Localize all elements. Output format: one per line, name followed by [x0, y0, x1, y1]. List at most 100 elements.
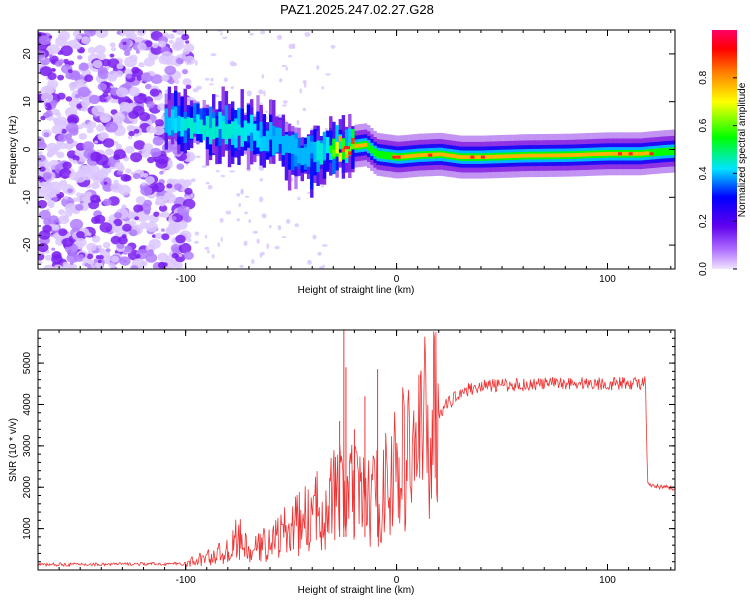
heatmap-peak: [480, 155, 485, 159]
heatmap-x-tick-label: 100: [599, 274, 616, 285]
heatmap-speckle: [69, 86, 75, 91]
heatmap-speckle: [49, 99, 58, 107]
heatmap-x-tick-label: -100: [176, 274, 196, 285]
heatmap-ridge-cell: [303, 147, 308, 165]
heatmap-speckle: [184, 55, 196, 65]
heatmap-speckle: [121, 204, 127, 209]
heatmap-speckle: [38, 151, 43, 155]
heatmap-speckle: [92, 60, 103, 69]
heatmap-peak: [392, 155, 397, 159]
heatmap-speckle: [62, 161, 72, 170]
heatmap-speckle: [174, 79, 180, 84]
heatmap-speckle: [304, 32, 311, 37]
heatmap-ridge-cell: [553, 153, 558, 158]
heatmap-speckle: [44, 254, 53, 261]
heatmap-ridge-cell: [401, 154, 406, 159]
heatmap-ridge-cell: [234, 122, 238, 139]
heatmap-ridge-cell: [550, 153, 554, 158]
heatmap-ridge-cell: [373, 148, 377, 157]
heatmap-ridge-cell: [509, 154, 513, 159]
heatmap-speckle: [137, 42, 147, 51]
heatmap-ridge-cell: [607, 151, 611, 156]
heatmap-speckle: [51, 125, 63, 135]
heatmap-ridge-cell: [566, 153, 570, 158]
heatmap-ridge-cell: [281, 136, 285, 156]
snr-y-tick-label: 5000: [22, 352, 33, 375]
heatmap-speckle: [84, 30, 97, 37]
heatmap-speckle: [48, 215, 59, 225]
heatmap-ridge-cell: [256, 130, 260, 148]
heatmap-ridge-cell: [287, 141, 292, 170]
heatmap-speckle: [132, 173, 141, 180]
heatmap-speckle: [150, 147, 162, 158]
heatmap-speckle: [73, 43, 81, 50]
heatmap-speckle: [152, 136, 164, 146]
heatmap-ridge-cell: [183, 118, 187, 131]
heatmap-speckle: [45, 110, 54, 117]
heatmap-speckle: [72, 159, 78, 164]
heatmap-speckle: [171, 252, 179, 259]
heatmap-ridge-cell: [313, 142, 317, 163]
heatmap-speckle: [175, 234, 186, 244]
heatmap-peak: [396, 155, 401, 159]
heatmap-speckle: [81, 36, 91, 45]
heatmap-speckle: [78, 133, 87, 140]
heatmap-speckle: [68, 263, 78, 269]
heatmap-ridge-cell: [180, 117, 184, 137]
heatmap-ridge-cell: [462, 155, 466, 159]
heatmap-ridge-cell: [256, 111, 260, 142]
heatmap-x-axis-label: Height of straight line (km): [298, 285, 415, 296]
heatmap-speckle: [241, 188, 244, 194]
heatmap-ridge-cell: [443, 152, 447, 157]
heatmap-speckle: [164, 65, 176, 76]
heatmap-ridge-cell: [338, 136, 342, 142]
heatmap-ridge-cell: [601, 152, 605, 156]
heatmap-speckle: [296, 119, 300, 126]
heatmap-speckle: [59, 179, 68, 187]
heatmap-speckle: [60, 45, 73, 56]
heatmap-speckle: [259, 178, 263, 182]
heatmap-speckle: [155, 232, 163, 240]
heatmap-speckle: [143, 199, 152, 207]
heatmap-speckle: [58, 209, 65, 215]
heatmap-speckle: [98, 255, 104, 260]
heatmap-speckle: [91, 182, 100, 190]
heatmap-speckle: [95, 30, 109, 39]
heatmap-speckle: [211, 253, 215, 259]
heatmap-speckle: [153, 182, 165, 193]
heatmap-speckle: [158, 40, 167, 48]
heatmap-speckle: [182, 48, 190, 55]
heatmap-ridge-cell: [338, 134, 342, 150]
heatmap-speckle: [134, 216, 140, 221]
heatmap-ridge-cell: [335, 125, 339, 154]
heatmap-ridge-cell: [452, 154, 456, 158]
heatmap-speckle: [77, 86, 91, 98]
heatmap-speckle: [204, 234, 208, 239]
heatmap-speckle: [102, 183, 113, 192]
heatmap-speckle: [140, 185, 153, 196]
heatmap-speckle: [99, 222, 113, 233]
heatmap-speckle: [131, 265, 138, 269]
heatmap-speckle: [230, 86, 234, 90]
heatmap-speckle: [133, 204, 144, 213]
heatmap-ridge-cell: [262, 116, 266, 148]
heatmap-speckle: [147, 156, 155, 164]
heatmap-ridge-cell: [351, 136, 355, 169]
heatmap-speckle: [124, 50, 131, 57]
heatmap-speckle: [186, 163, 189, 166]
heatmap-ridge-cell: [563, 153, 567, 158]
heatmap-ridge-cell: [329, 147, 333, 160]
heatmap-ridge-cell: [458, 155, 463, 159]
heatmap-ridge-cell: [560, 153, 564, 158]
heatmap-speckle: [185, 40, 190, 44]
heatmap-ridge-cell: [278, 128, 282, 145]
heatmap-ridge-cell: [455, 154, 459, 159]
heatmap-speckle: [299, 88, 303, 94]
heatmap-ridge-cell: [259, 121, 263, 144]
heatmap-speckle: [127, 135, 133, 140]
heatmap-ridge-cell: [645, 151, 649, 156]
heatmap-ridge-cell: [670, 147, 675, 155]
heatmap-speckle: [206, 250, 210, 254]
heatmap-speckle: [57, 92, 66, 100]
heatmap-speckle: [51, 247, 56, 251]
